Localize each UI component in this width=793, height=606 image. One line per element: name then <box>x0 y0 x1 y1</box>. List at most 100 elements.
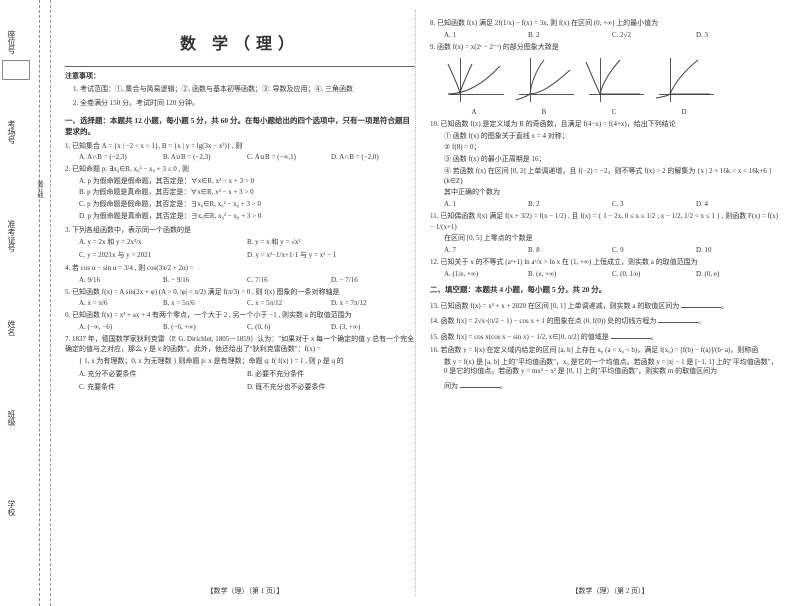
curve-a-icon <box>444 56 504 106</box>
q16-tail: 数 y = f(x) 是 [a, b] 上的"平均值函数"，x₀ 是它的一个均值… <box>444 358 780 378</box>
q4-stem: 4. 若 cos α − sin α = 3/4 , 则 cos(3π/2 + … <box>65 263 415 274</box>
fill-blank[interactable] <box>460 379 500 388</box>
q2-opt: B. p 为假命题是真命题，其否定是：∀x∈R, x² − x + 3 > 0 <box>79 188 415 198</box>
graph-b: B <box>514 56 574 116</box>
q11-options: A. 7 B. 8 C. 9 D. 10 <box>444 246 780 254</box>
sidebar-label: 座位号 <box>6 30 17 54</box>
section-1-header: 一、选择题：本题共 12 小题，每小题 5 分，共 60 分。在每小题给出的四个… <box>65 115 415 137</box>
graph-d: D <box>654 56 714 116</box>
sidebar-label: 姓名 <box>6 320 17 336</box>
q7-options-2: C. 充要条件 D. 既不充分也不必要条件 <box>79 382 415 392</box>
opt: D. (0, e) <box>696 270 780 278</box>
q15-stem: 15. 函数 f(x) = cos x(cos x − sin x) − 1/2… <box>430 330 780 343</box>
opt: D. 既不充分也不必要条件 <box>247 382 415 392</box>
q15-text: 15. 函数 f(x) = cos x(cos x − sin x) − 1/2… <box>430 333 609 341</box>
opt: A. 7 <box>444 246 528 254</box>
opt: B. 2 <box>528 200 612 208</box>
opt: D. y = x²−1/x+1·1 与 y = x² − 1 <box>247 250 415 260</box>
opt: C. y = 2021x 与 y = 2021 <box>79 250 247 260</box>
notice-item: 2. 全卷满分 150 分。考试时间 120 分钟。 <box>65 99 415 109</box>
q10-sub: ③ 函数 f(x) 的最小正周期是 16； <box>444 155 780 165</box>
exam-title: 数 学（理） <box>65 30 415 54</box>
q2-opt: C. p 为假命题是假命题，其否定是：∃x₀∈R, x₀² − x₀ + 3 >… <box>79 200 415 210</box>
opt: C. 充要条件 <box>79 382 247 392</box>
q10-tail: 其中正确的个数为 <box>444 188 780 198</box>
q10-options: A. 1 B. 2 C. 3 D. 4 <box>444 200 780 208</box>
title-rule <box>65 66 415 67</box>
sidebar-label: 班级 <box>6 410 17 426</box>
q5-options: A. x = π/6 B. x = 5π/6 C. x = 5π/12 D. x… <box>79 299 415 307</box>
opt: D. 4 <box>696 200 780 208</box>
q9-graphs: A B C <box>444 56 780 116</box>
fill-blank[interactable] <box>681 299 721 308</box>
q10-sub: ④ 若函数 f(x) 在区间 [0, 2] 上单调递增，且 f(−2) = −2… <box>444 167 780 187</box>
opt: D. A∩B = (−2,0) <box>331 153 415 161</box>
q11-stem: 11. 已知偶函数 f(x) 满足 f(x + 3/2) = f(x − 1/2… <box>430 211 780 232</box>
barcode-placeholder <box>2 60 30 80</box>
opt: D. 3 <box>696 31 780 39</box>
q2-opt: A. p 为假命题是假命题，其否定是：∀x∈R, x² − x + 3 > 0 <box>79 177 415 187</box>
q6-options: A. (−∞, −6) B. (−6, +∞) C. (0, 6) D. (3,… <box>79 323 415 331</box>
graph-label: B <box>514 108 574 116</box>
notice-heading: 注意事项： <box>65 71 415 81</box>
q2-opt: D. p 为假命题是真命题，其否定是：∃x₀∈R, x₀² − x₀ + 3 >… <box>79 212 415 222</box>
opt: C. (0, 1/e) <box>612 270 696 278</box>
q13-text: 13. 已知函数 f(x) = x³ + x + 2020 在区间 [0, 1]… <box>430 302 679 310</box>
q7-options: A. 充分不必要条件 B. 必要不充分条件 <box>79 369 415 379</box>
opt: D. (3, +∞) <box>331 323 415 331</box>
opt: C. (0, 6) <box>247 323 331 331</box>
q10-sub: ② f(8) = 0； <box>444 143 780 153</box>
q8-stem: 8. 已知函数 f(x) 满足 2f(1/x) − f(x) = 3x, 则 f… <box>430 18 780 29</box>
opt: C. 2√2 <box>612 31 696 39</box>
curve-c-icon <box>584 56 644 106</box>
q1-stem: 1. 已知集合 A = {x | −2 < x < 1}, B = {x | y… <box>65 141 415 152</box>
opt: A. A∩B = (−2,3) <box>79 153 163 161</box>
opt: C. 3 <box>612 200 696 208</box>
opt: C. 9 <box>612 246 696 254</box>
curve-b-icon <box>514 56 574 106</box>
opt: D. − 7/16 <box>331 276 415 284</box>
opt: B. 必要不充分条件 <box>247 369 415 379</box>
graph-label: A <box>444 108 504 116</box>
q1-options: A. A∩B = (−2,3) B. A∪B = (−2,3) C. A∪B =… <box>79 153 415 161</box>
q3-options-2: C. y = 2021x 与 y = 2021 D. y = x²−1/x+1·… <box>79 250 415 260</box>
q3-stem: 3. 下列各组函数中，表示同一个函数的是 <box>65 225 415 236</box>
opt: A. 9/16 <box>79 276 163 284</box>
opt: A. x = π/6 <box>79 299 163 307</box>
q8-options: A. 1 B. 2 C. 2√2 D. 3 <box>444 31 780 39</box>
opt: C. A∪B = (−∞,1) <box>247 153 331 161</box>
binding-strip: 装订线 <box>35 0 47 606</box>
fill-blank[interactable] <box>658 314 698 323</box>
fill-blank[interactable] <box>611 330 651 339</box>
q13-stem: 13. 已知函数 f(x) = x³ + x + 2020 在区间 [0, 1]… <box>430 299 780 312</box>
notice-item: 1. 考试范围：①. 集合与简易逻辑；②. 函数与基本初等函数；③. 导数及应用… <box>65 85 415 95</box>
binding-label: 装订线 <box>35 180 44 198</box>
page-1: 数 学（理） 注意事项： 1. 考试范围：①. 集合与简易逻辑；②. 函数与基本… <box>60 10 420 600</box>
graph-c: C <box>584 56 644 116</box>
page-1-footer: 【数学（理）（第 1 页）】 <box>65 586 425 596</box>
opt: A. 1 <box>444 31 528 39</box>
opt: B. (e, +∞) <box>528 270 612 278</box>
q16-stem: 16. 若函数 y = f(x) 在定义域内给定的区间 [a, b] 上存在 x… <box>430 345 780 356</box>
section-2-header: 二、填空题：本题共 4 小题，每小题 5 分，共 20 分。 <box>430 284 780 295</box>
opt: B. x = 5π/6 <box>163 299 247 307</box>
opt: A. y = 2x 和 y = 2x²/x <box>79 237 247 247</box>
sidebar-label: 准考证号 <box>6 220 17 252</box>
opt: C. x = 5π/12 <box>247 299 331 307</box>
q10-stem: 10. 已知函数 f(x) 是定义域为 R 的奇函数，且满足 f(4−x) = … <box>430 119 780 130</box>
sidebar-label: 学校 <box>6 500 17 516</box>
q6-stem: 6. 已知函数 f(x) = x³ + ax + 4 有两个零点，一个大于 2 … <box>65 310 415 321</box>
graph-a: A <box>444 56 504 116</box>
graph-label: D <box>654 108 714 116</box>
q12-options: A. (1/e, +∞) B. (e, +∞) C. (0, 1/e) D. (… <box>444 270 780 278</box>
opt: C. 7/16 <box>247 276 331 284</box>
q16-blank-row: 间为 。 <box>444 379 780 392</box>
opt: A. 充分不必要条件 <box>79 369 247 379</box>
q7-piece: { 1, x 为有理数；0, x 为无理数 } 则命题 p: x 是有理数；命题… <box>79 357 415 367</box>
opt: B. − 9/16 <box>163 276 247 284</box>
q10-sub: ① 函数 f(x) 的图象关于直线 x = 4 对称； <box>444 132 780 142</box>
q16-tail-text: 数 y = f(x) 是 [a, b] 上的"平均值函数"，x₀ 是它的一个均值… <box>444 358 778 376</box>
opt: D. x = 7π/12 <box>331 299 415 307</box>
q11-tail: 在区间 [0, 5] 上零点的个数是 <box>444 234 780 244</box>
q14-stem: 14. 函数 f(x) = 2√x·(π/2 − 1) − cos x + 1 … <box>430 314 780 327</box>
